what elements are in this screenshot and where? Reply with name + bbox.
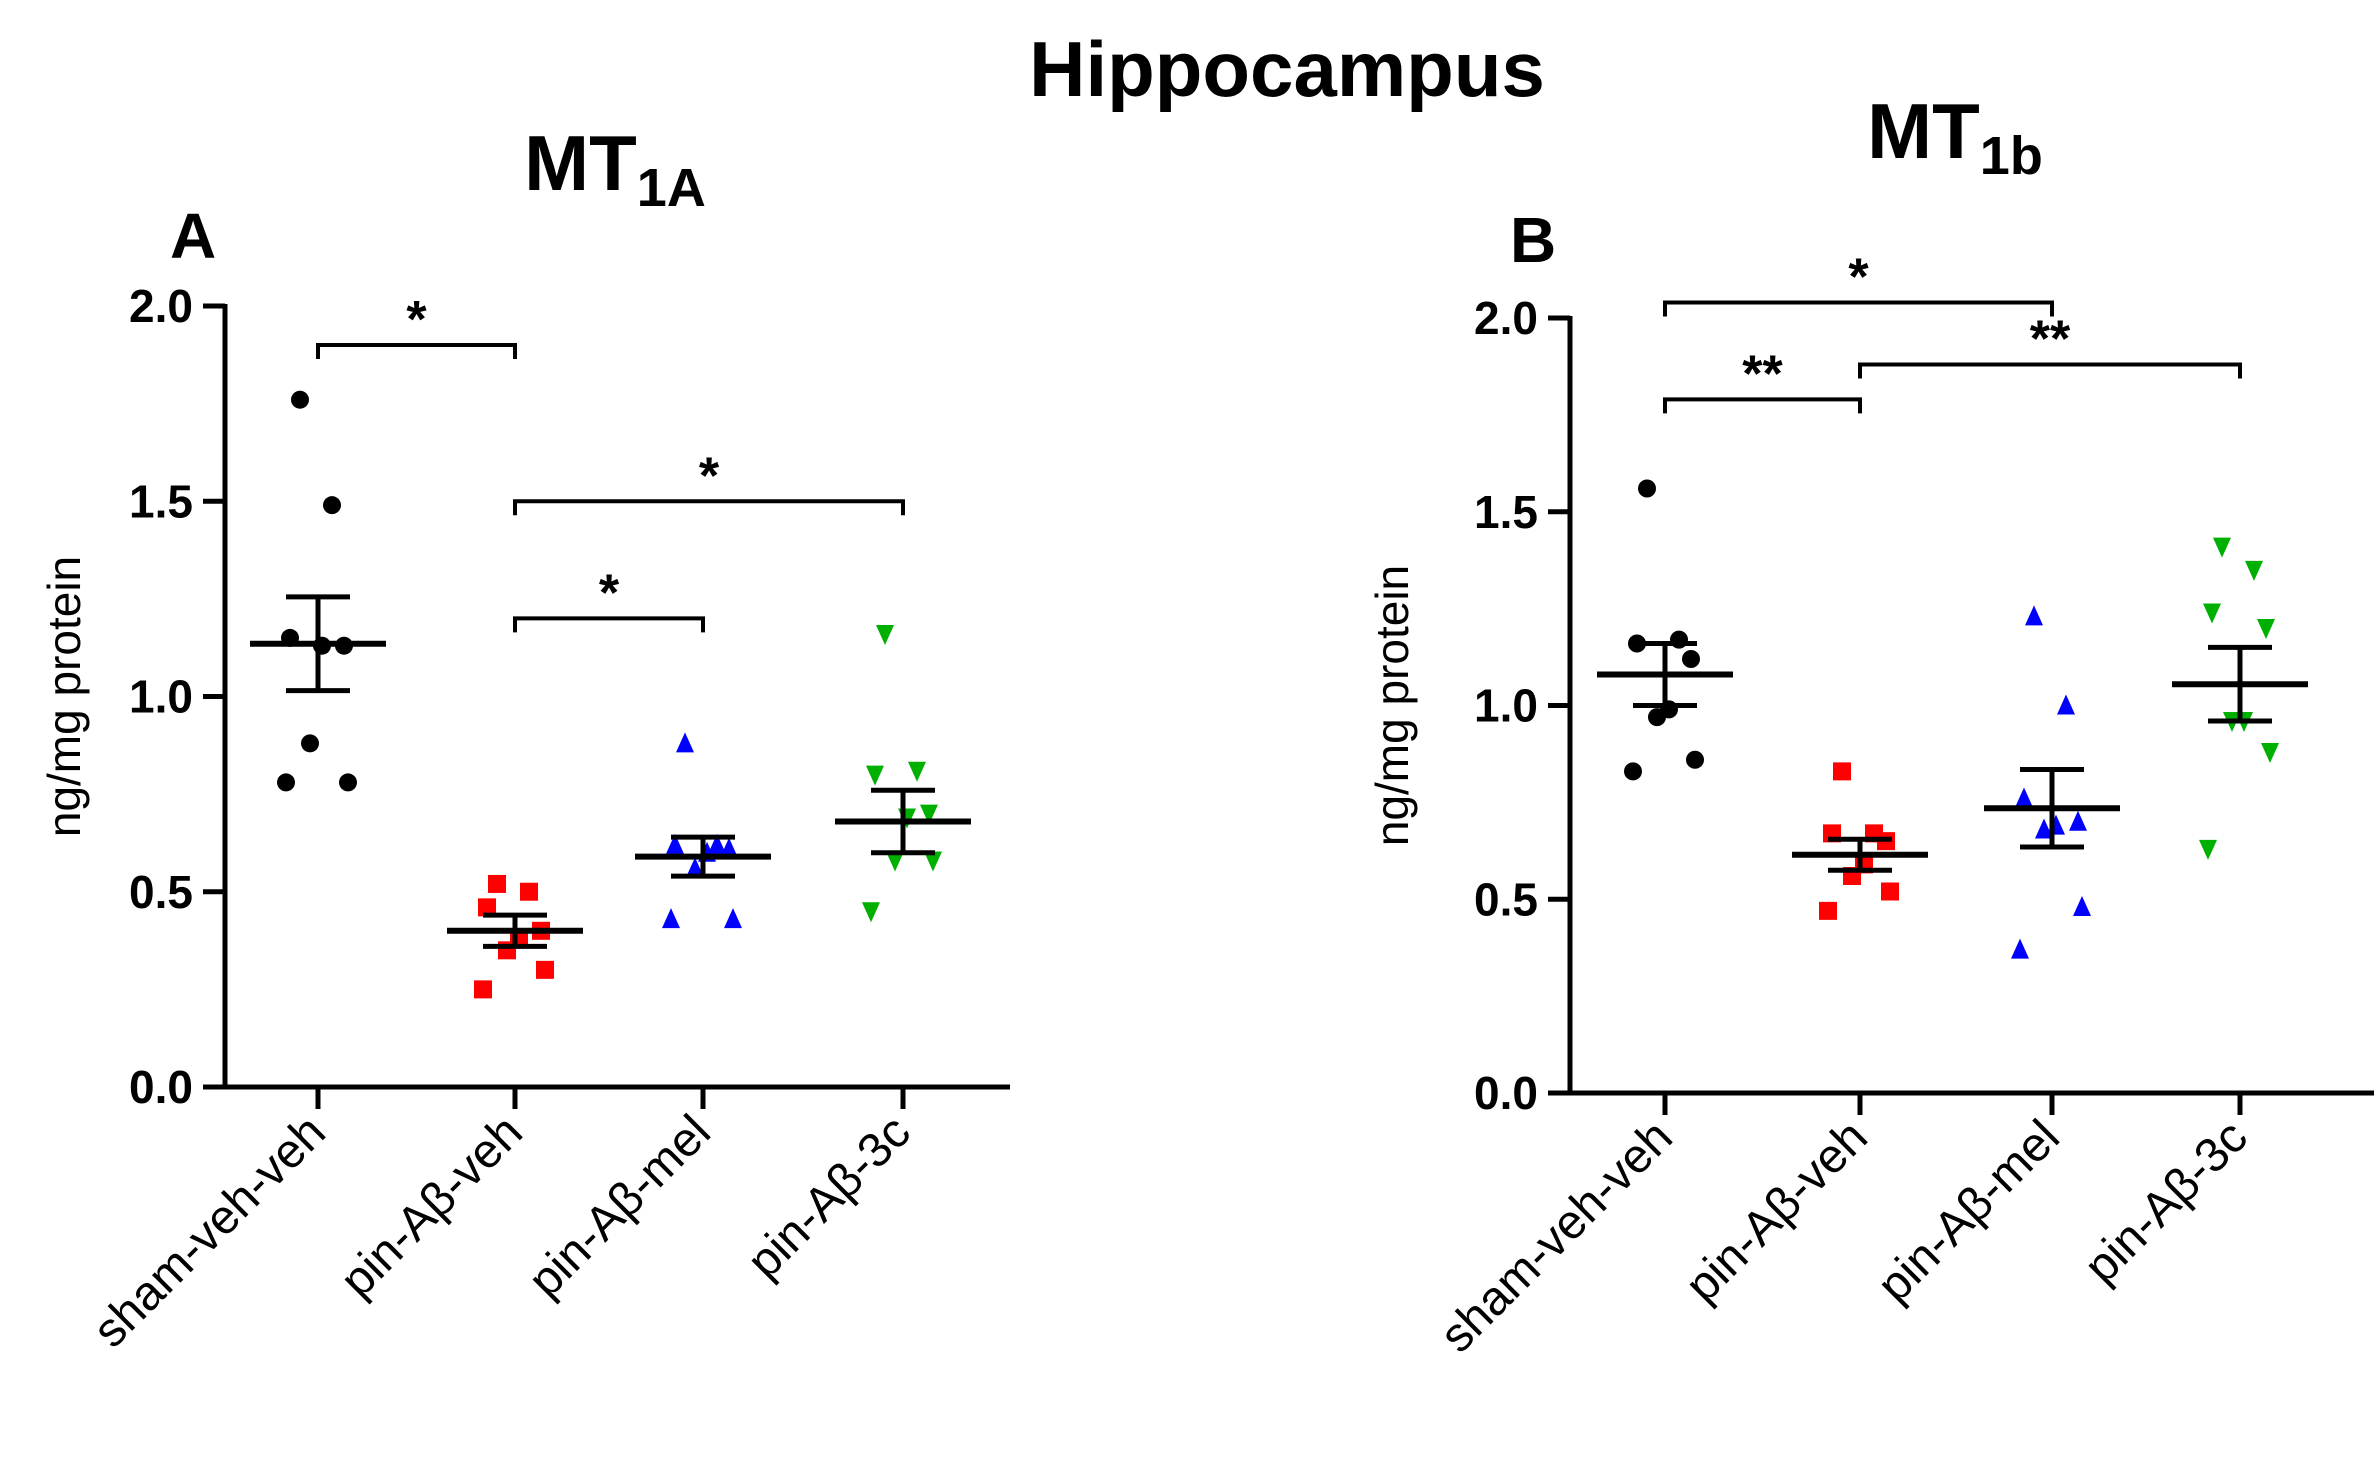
- data-point-triangle-down: [2203, 603, 2221, 624]
- data-point-square: [520, 882, 538, 901]
- data-point-triangle-down: [866, 765, 884, 786]
- data-point-circle: [339, 773, 357, 792]
- panel-title-main: MT: [1867, 87, 1980, 175]
- significance-label: **: [1742, 345, 1783, 403]
- data-point-square: [478, 898, 496, 917]
- y-tick-label: 1.5: [129, 475, 193, 527]
- data-point-triangle-up: [2069, 810, 2087, 831]
- data-point-triangle-down: [2199, 839, 2217, 860]
- y-axis-label: ng/mg protein: [38, 556, 90, 837]
- data-point-square: [1833, 762, 1851, 781]
- figure-title: Hippocampus: [1029, 25, 1545, 113]
- panel-label: B: [1510, 204, 1556, 276]
- data-point-triangle-down: [908, 761, 926, 782]
- data-point-circle: [1686, 750, 1704, 769]
- x-tick-label: pin-Aβ-3c: [737, 1105, 920, 1288]
- panel-b: MT1b B 0.0 0.5 1.0 1.5 2.0 ng/mg protein sham-ve…: [1366, 87, 2374, 1363]
- data-point-triangle-up: [2025, 605, 2043, 626]
- data-point-triangle-up: [686, 857, 704, 878]
- panel-title-main: MT: [524, 119, 637, 207]
- data-point-triangle-down: [924, 851, 942, 872]
- x-tick-label: pin-Aβ-mel: [519, 1105, 721, 1307]
- data-point-square: [536, 960, 554, 979]
- data-point-triangle-up: [662, 908, 680, 929]
- data-point-triangle-up: [666, 833, 684, 854]
- significance-bracket: [1858, 362, 2242, 379]
- data-point-circle: [1648, 708, 1666, 727]
- data-point-circle: [1624, 762, 1642, 781]
- data-point-triangle-down: [2261, 743, 2279, 763]
- y-tick-label: 2.0: [1474, 292, 1538, 344]
- significance-bracket: [1663, 300, 2054, 317]
- panel-label: A: [170, 200, 216, 272]
- x-tick-label: pin-Aβ-3c: [2074, 1110, 2257, 1293]
- panel-title-subscript: 1b: [1980, 126, 2043, 186]
- y-tick-label: 0.0: [1474, 1067, 1538, 1119]
- panel-a: MT1A A 0.0 0.5 1.0 1.5 2.0 ng/mg protein sham-ve…: [38, 119, 1010, 1358]
- panel-title: MT1A: [524, 119, 706, 218]
- data-point-square: [1819, 901, 1837, 920]
- y-tick-label: 0.0: [129, 1061, 193, 1113]
- data-point-triangle-up: [708, 833, 726, 854]
- y-tick-label: 1.5: [1474, 486, 1538, 538]
- data-point-triangle-up: [2057, 694, 2075, 715]
- data-point-triangle-down: [2213, 537, 2231, 558]
- y-tick-label: 1.0: [129, 671, 193, 723]
- data-point-triangle-up: [720, 837, 738, 858]
- data-point-circle: [1682, 650, 1700, 668]
- x-tick-label: pin-Aβ-veh: [331, 1105, 533, 1307]
- significance-label: *: [1848, 249, 1869, 307]
- data-point-square: [1881, 882, 1899, 901]
- significance-bracket: [316, 343, 517, 360]
- y-tick-label: 2.0: [129, 280, 193, 332]
- data-point-triangle-down: [876, 625, 894, 646]
- significance-bracket: [1663, 397, 1862, 414]
- data-point-triangle-down: [920, 804, 938, 825]
- data-point-circle: [301, 734, 319, 753]
- data-point-triangle-up: [2073, 896, 2091, 916]
- x-tick-label: pin-Aβ-veh: [1676, 1110, 1878, 1312]
- data-point-triangle-down: [862, 902, 880, 923]
- panel-title-subscript: 1A: [637, 158, 706, 218]
- x-tick-label: sham-veh-veh: [83, 1105, 336, 1358]
- panel-title: MT1b: [1867, 87, 2043, 186]
- y-tick-label: 0.5: [1474, 873, 1538, 925]
- significance-bracket: [513, 616, 705, 633]
- y-axis-label: ng/mg protein: [1366, 565, 1418, 846]
- data-point-triangle-down: [2257, 619, 2275, 639]
- data-point-circle: [1638, 479, 1656, 498]
- y-tick-label: 0.5: [129, 866, 193, 918]
- data-point-circle: [323, 496, 341, 515]
- data-point-triangle-up: [2035, 818, 2053, 839]
- x-tick-label: pin-Aβ-mel: [1868, 1110, 2070, 1312]
- data-point-square: [474, 980, 492, 999]
- significance-label: *: [699, 447, 720, 505]
- data-point-triangle-up: [2015, 787, 2033, 808]
- data-point-triangle-up: [724, 908, 742, 929]
- data-point-square: [488, 874, 506, 893]
- data-point-circle: [291, 390, 309, 409]
- x-tick-label: sham-veh-veh: [1430, 1110, 1683, 1363]
- data-point-triangle-down: [886, 851, 904, 872]
- y-tick-label: 1.0: [1474, 680, 1538, 732]
- significance-label: **: [2030, 311, 2071, 369]
- data-point-triangle-up: [676, 732, 694, 753]
- data-point-circle: [277, 773, 295, 792]
- significance-label: *: [599, 564, 620, 622]
- significance-label: *: [406, 291, 427, 349]
- significance-bracket: [513, 499, 905, 516]
- data-point-triangle-down: [2245, 560, 2263, 581]
- data-point-triangle-up: [2011, 938, 2029, 959]
